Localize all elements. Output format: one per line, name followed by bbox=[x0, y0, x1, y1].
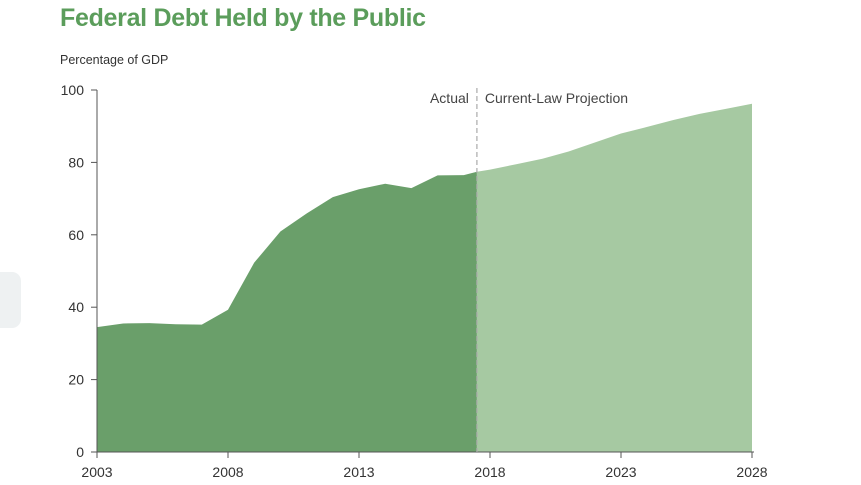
area-layer bbox=[97, 103, 752, 453]
y-tick-label: 40 bbox=[68, 299, 84, 315]
chart-title: Federal Debt Held by the Public bbox=[60, 4, 426, 32]
x-tick-label: 2013 bbox=[343, 464, 374, 480]
x-tick-label: 2028 bbox=[736, 464, 767, 480]
y-axis-label: Percentage of GDP bbox=[60, 53, 168, 67]
y-tick-label: 60 bbox=[68, 227, 84, 243]
y-tick-label: 100 bbox=[61, 82, 85, 98]
x-tick-label: 2023 bbox=[605, 464, 636, 480]
actual-annotation: Actual bbox=[430, 90, 469, 106]
x-tick-label: 2018 bbox=[474, 464, 505, 480]
tick-layer: 0 20 40 60 80 100 2003 2008 2013 2018 2023 2028 bbox=[61, 82, 768, 480]
area-projection bbox=[476, 103, 752, 453]
projection-annotation: Current-Law Projection bbox=[485, 90, 628, 106]
y-tick-label: 0 bbox=[76, 444, 84, 460]
y-tick-label: 80 bbox=[68, 154, 84, 170]
axes-layer bbox=[96, 90, 754, 453]
x-tick-label: 2008 bbox=[212, 464, 243, 480]
y-tick-label: 20 bbox=[68, 372, 84, 388]
area-actual bbox=[97, 171, 477, 452]
side-tab-handle[interactable] bbox=[0, 272, 21, 328]
x-tick-label: 2003 bbox=[81, 464, 112, 480]
